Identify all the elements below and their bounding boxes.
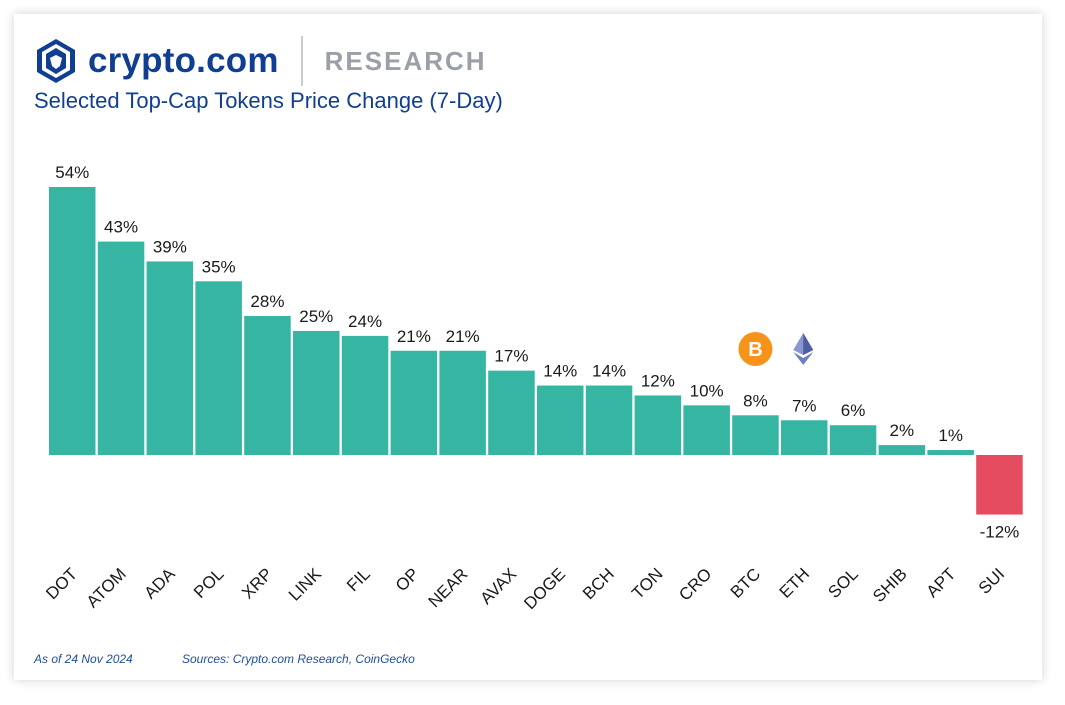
bar-btc (732, 415, 779, 455)
bar-value-label: 25% (299, 307, 333, 326)
sources-note: Sources: Crypto.com Research, CoinGecko (182, 652, 415, 666)
bar-xrp (244, 316, 291, 455)
bar-apt (927, 450, 974, 455)
bar-value-label: 14% (592, 362, 626, 381)
bar-value-label: 2% (890, 421, 915, 440)
category-label: NEAR (425, 564, 472, 611)
bar-value-label: 54% (55, 163, 89, 182)
bar-value-label: 6% (841, 401, 866, 420)
category-label: LINK (285, 564, 326, 605)
bar-value-label: 43% (104, 218, 138, 237)
bar-pol (195, 281, 242, 455)
bar-ada (146, 261, 194, 455)
category-label: SUI (975, 564, 1008, 597)
category-label: DOGE (520, 564, 569, 613)
bar-value-label: -12% (980, 523, 1020, 542)
bar-value-label: 28% (250, 292, 284, 311)
bar-doge (537, 385, 584, 455)
category-label: APT (923, 564, 960, 601)
bar-ton (634, 395, 682, 455)
bar-value-label: 21% (397, 327, 431, 346)
category-label: OP (392, 564, 423, 595)
section-label: RESEARCH (324, 45, 487, 76)
bitcoin-icon: B (738, 332, 773, 366)
bar-avax (488, 370, 535, 455)
bar-atom (97, 241, 145, 455)
header: crypto.com RESEARCH (36, 36, 487, 86)
bar-value-label: 12% (641, 371, 675, 390)
bar-value-label: 35% (202, 257, 236, 276)
as-of-date: As of 24 Nov 2024 (34, 652, 133, 666)
category-label: DOT (42, 564, 81, 603)
category-label: FIL (343, 564, 374, 595)
bar-sui (976, 455, 1023, 515)
bar-link (293, 330, 340, 455)
category-label: SHIB (869, 564, 910, 605)
category-label: BTC (727, 564, 764, 601)
category-label: ETH (776, 564, 813, 601)
bar-op (390, 350, 438, 455)
category-label: AVAX (477, 564, 521, 608)
category-label: POL (190, 564, 227, 601)
category-label: ATOM (83, 564, 130, 611)
bar-fil (341, 335, 389, 455)
bar-value-label: 14% (543, 362, 577, 381)
bar-dot (49, 187, 96, 455)
ethereum-icon (793, 333, 814, 365)
bar-value-label: 21% (446, 327, 480, 346)
category-label: XRP (238, 564, 276, 602)
bar-near (439, 350, 486, 455)
bar-eth (781, 420, 828, 455)
svg-text:B: B (748, 339, 762, 361)
category-label: BCH (579, 564, 618, 603)
category-label: ADA (141, 564, 180, 603)
bar-value-label: 8% (743, 391, 768, 410)
brand-name: crypto.com (88, 41, 279, 80)
category-label: CRO (675, 564, 715, 604)
bar-value-label: 7% (792, 396, 817, 415)
bar-value-label: 10% (690, 381, 724, 400)
category-label: SOL (824, 564, 861, 601)
bar-value-label: 17% (494, 347, 528, 366)
bar-bch (585, 385, 633, 455)
bar-value-label: 39% (153, 237, 187, 256)
header-divider (300, 36, 303, 86)
bar-cro (683, 405, 730, 455)
bar-value-label: 1% (938, 426, 963, 445)
category-label: TON (628, 564, 667, 603)
bar-value-label: 24% (348, 312, 382, 331)
bar-sol (829, 425, 877, 455)
chart-title: Selected Top-Cap Tokens Price Change (7-… (34, 88, 503, 113)
crypto-com-logo-icon (37, 39, 75, 83)
bar-shib (878, 445, 926, 455)
